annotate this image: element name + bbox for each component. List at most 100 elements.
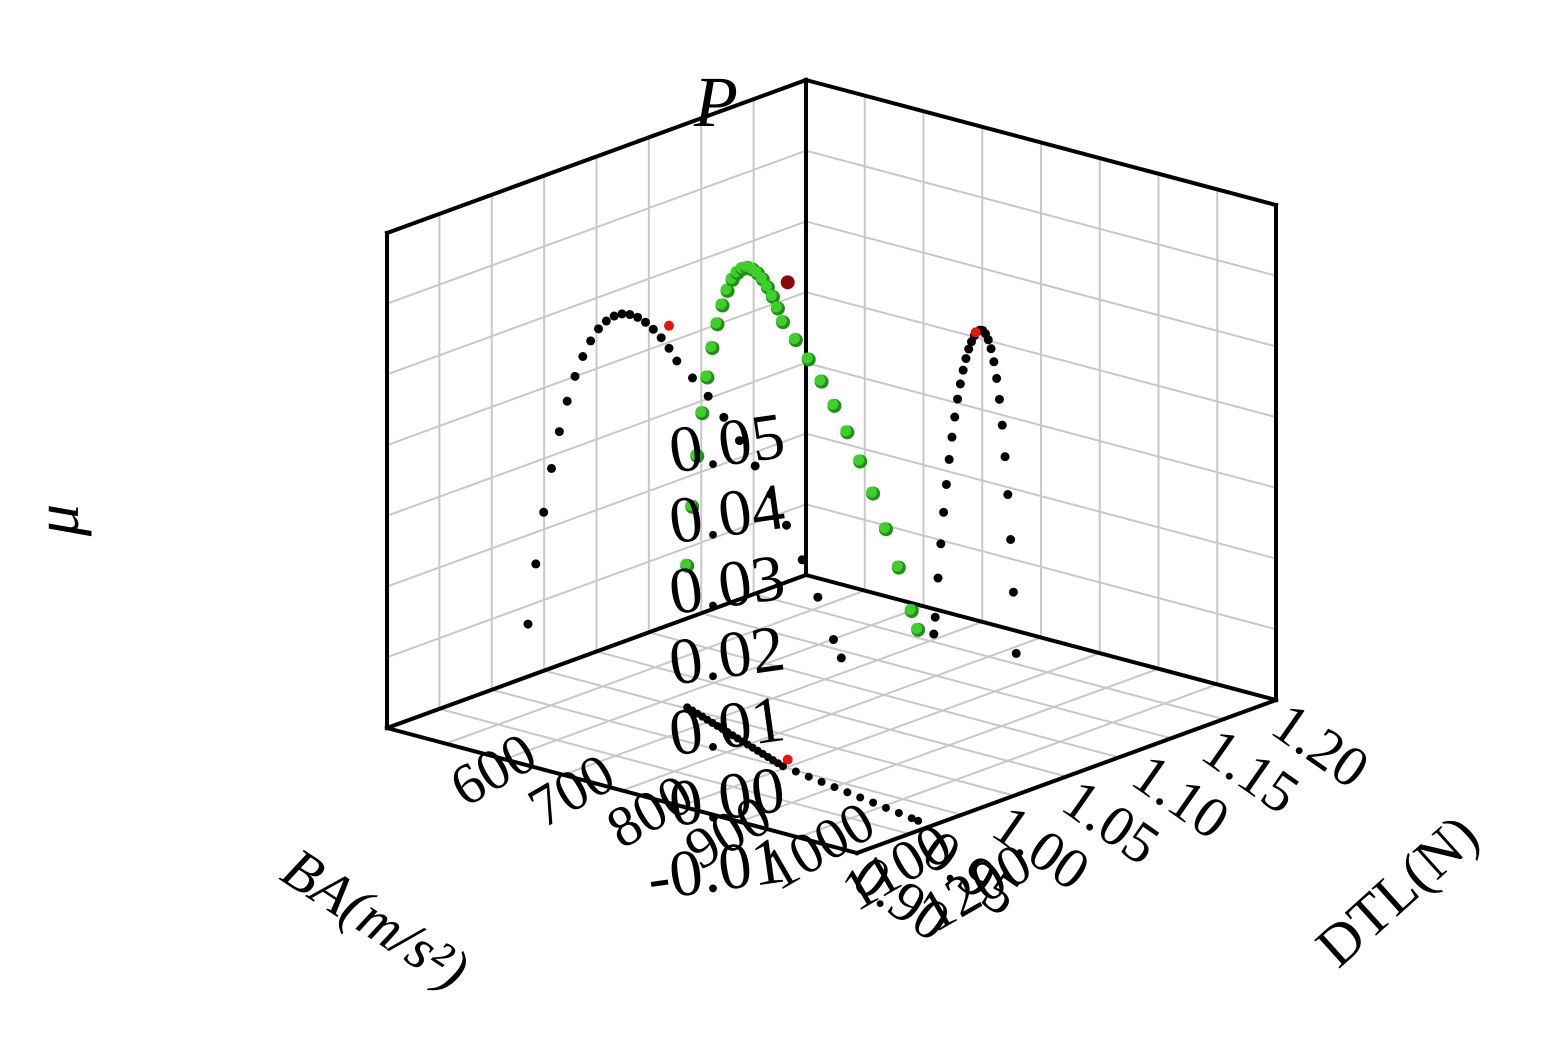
optimum-point-label: P xyxy=(693,62,738,142)
projection-point xyxy=(547,463,556,473)
z-tick-label: 0.02 xyxy=(665,611,790,699)
grid-lines xyxy=(386,95,1277,839)
projection-point xyxy=(782,520,791,530)
data-point xyxy=(710,317,722,329)
projection-point xyxy=(609,311,619,321)
projection-point xyxy=(766,489,776,499)
projection-point xyxy=(967,337,977,347)
projection-point xyxy=(894,809,903,818)
projection-point xyxy=(778,762,787,771)
data-point xyxy=(814,374,826,386)
projection-point xyxy=(817,777,826,786)
projection-point xyxy=(944,454,954,464)
projection-point xyxy=(688,373,697,383)
projection-point xyxy=(672,356,682,366)
data-point xyxy=(770,301,782,313)
projection-point xyxy=(933,573,943,583)
data-point xyxy=(775,315,787,327)
projection-point xyxy=(750,461,760,471)
z-tick-label: 0.00 xyxy=(665,753,790,841)
grid-line xyxy=(445,589,866,745)
projection-point xyxy=(656,333,666,343)
x-axis-title: BA(m/s²) xyxy=(271,835,480,1003)
grid-line xyxy=(680,652,1101,808)
projection-point xyxy=(648,324,658,334)
projection-point xyxy=(703,391,713,401)
grid-line xyxy=(805,291,1277,419)
projection-point xyxy=(813,592,823,602)
optimum-projection-point xyxy=(664,320,674,331)
grid-line xyxy=(805,220,1277,348)
data-point xyxy=(685,499,697,511)
projection-point xyxy=(539,507,549,517)
grid-line xyxy=(621,636,1042,792)
axis-frame xyxy=(384,77,1279,856)
data-point xyxy=(695,406,707,418)
y-axis-title: DTL(N) xyxy=(1303,802,1490,980)
grid-line xyxy=(386,149,807,305)
data-point xyxy=(866,486,878,498)
projection-point xyxy=(641,317,650,327)
projection-point xyxy=(881,803,890,812)
grid-line xyxy=(386,220,807,376)
projection-point xyxy=(936,539,946,549)
z-tick-label: 0.04 xyxy=(665,470,790,558)
data-point xyxy=(878,522,890,534)
projection-point xyxy=(907,814,916,823)
data-point xyxy=(700,370,712,382)
projection-point xyxy=(950,412,960,422)
projection-point xyxy=(929,629,939,639)
data-points xyxy=(680,260,926,637)
z-tick-label: 0.01 xyxy=(665,682,790,770)
projection-point xyxy=(941,479,951,489)
data-point xyxy=(853,454,865,466)
data-point xyxy=(755,272,767,284)
projection-point xyxy=(625,310,635,320)
data-point xyxy=(720,283,732,295)
projection-point xyxy=(856,793,865,802)
data-point xyxy=(904,603,916,615)
grid-line xyxy=(797,683,1218,839)
projection-point xyxy=(797,555,807,565)
projection-point xyxy=(735,436,744,446)
projection-point xyxy=(986,344,996,354)
projection-point xyxy=(531,559,541,569)
grid-line xyxy=(805,149,1277,277)
projection-points xyxy=(523,309,1021,825)
projection-point xyxy=(594,324,603,334)
data-point xyxy=(827,398,839,410)
projection-point xyxy=(1003,490,1013,500)
projection-point xyxy=(939,507,949,517)
projection-point xyxy=(958,365,968,375)
axis-frame-edge xyxy=(803,77,1279,208)
projection-point xyxy=(869,798,878,807)
projection-point xyxy=(664,343,674,353)
data-point xyxy=(840,425,852,437)
projection-point xyxy=(994,394,1004,404)
projection-point xyxy=(804,772,813,781)
data-point xyxy=(715,298,727,310)
z-tick-label: 0.03 xyxy=(665,541,790,629)
z-tick-label: 0.05 xyxy=(665,399,790,487)
grid-line xyxy=(386,361,807,517)
projection-point xyxy=(914,816,923,825)
grid-line xyxy=(504,605,924,761)
optimum-point xyxy=(780,275,795,290)
projection-point xyxy=(836,653,846,663)
optimum-projection-point xyxy=(970,327,981,338)
projection-point xyxy=(601,316,611,326)
axis-frame-edge xyxy=(384,572,809,731)
axis-frame-edge xyxy=(854,697,1279,856)
projection-point xyxy=(930,612,940,622)
projection-point xyxy=(554,427,564,437)
projection-point xyxy=(947,432,957,442)
projection-point xyxy=(829,635,838,645)
projection-point xyxy=(830,783,839,792)
projection-point xyxy=(992,373,1002,383)
projection-point xyxy=(791,767,800,776)
projection-point xyxy=(1000,452,1010,462)
projection-point xyxy=(989,357,999,367)
projection-point xyxy=(523,619,533,629)
data-point xyxy=(690,449,702,461)
